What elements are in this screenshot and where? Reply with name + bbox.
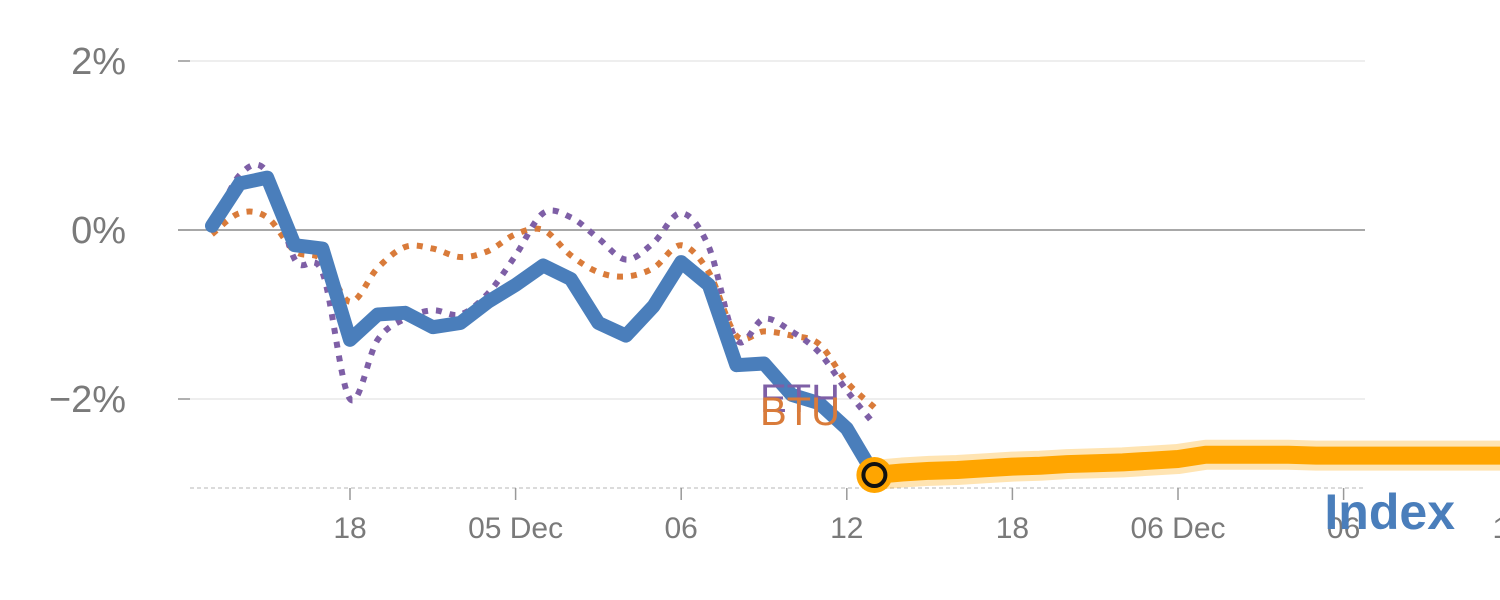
label-group: ETH BTU Index <box>760 377 1455 540</box>
series-label-btu: BTU <box>760 390 840 434</box>
x-tick-label: 06 <box>665 512 698 545</box>
x-tick-label: 12 <box>1493 512 1500 545</box>
series-label-eth: ETH <box>760 377 840 421</box>
x-tick-label: 18 <box>333 512 366 545</box>
x-tick-label: 12 <box>830 512 863 545</box>
x-tick-label: 05 Dec <box>468 512 563 545</box>
x-axis: 18 05 Dec 06 12 18 06 Dec 06 12 <box>190 487 1500 545</box>
series-projection-line <box>873 445 1500 485</box>
y-axis: 2% 0% −2% <box>49 41 190 421</box>
y-tick-label: 2% <box>71 41 126 83</box>
series-eth-line <box>209 161 877 427</box>
y-tick-label: −2% <box>49 379 126 421</box>
latest-point-marker <box>861 462 888 489</box>
series-btu-line <box>210 208 877 410</box>
gridlines <box>178 60 1365 400</box>
x-tick-label: 06 Dec <box>1130 512 1225 545</box>
index-label: Index <box>1324 484 1455 540</box>
series-index-line <box>205 170 882 483</box>
x-tick-label: 18 <box>996 512 1029 545</box>
x-tick-label: 06 <box>1327 512 1360 545</box>
y-tick-label: 0% <box>71 210 126 252</box>
series-group <box>205 161 1500 494</box>
